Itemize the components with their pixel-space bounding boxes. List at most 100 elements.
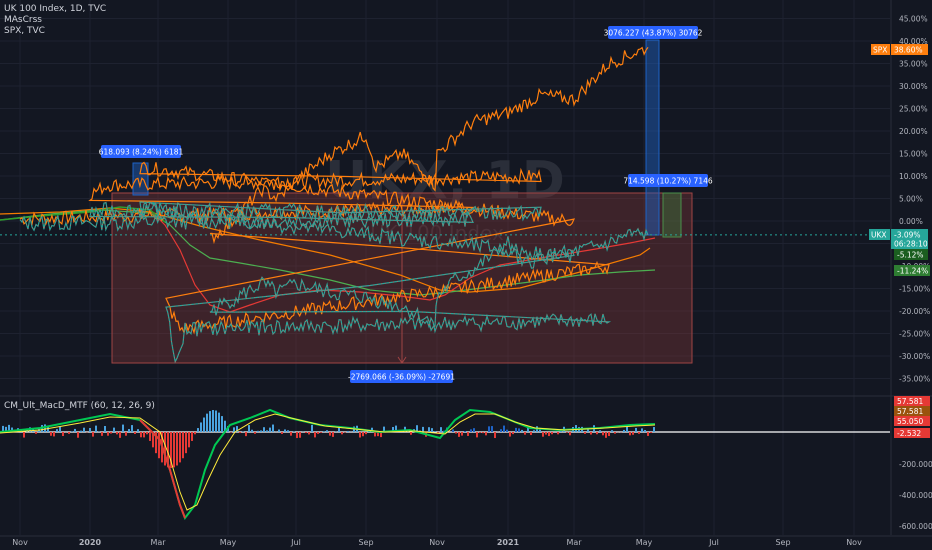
macd-histogram-bar: [320, 432, 322, 433]
macd-histogram-bar: [260, 430, 262, 432]
x-tick-label: Jul: [290, 538, 301, 547]
macd-histogram-bar: [548, 432, 550, 437]
macd-histogram-bar: [59, 426, 61, 432]
macd-histogram-bar: [248, 425, 250, 432]
price-tag-ma-1-bg: [894, 249, 928, 260]
macd-histogram-bar: [188, 432, 190, 448]
macd-value-tag-bg: [894, 428, 930, 438]
macd-value-tag-text: 57.581: [897, 397, 923, 406]
y-tick-label: 30.00%: [899, 82, 928, 91]
macd-histogram-bar: [113, 427, 115, 432]
macd-histogram-bar: [347, 430, 349, 432]
x-tick-label: May: [220, 538, 237, 547]
macd-histogram-bar: [611, 430, 613, 432]
y-tick-label: 0.00%: [899, 217, 923, 226]
macd-histogram-bar: [602, 432, 604, 436]
macd-histogram-bar: [590, 432, 592, 435]
price-tag-ukx-value-bg: [891, 229, 928, 249]
macd-histogram-bar: [515, 427, 517, 432]
macd-histogram-bar: [635, 427, 637, 432]
y-tick-label: 45.00%: [899, 15, 928, 24]
macd-value-tag-text: 55.050: [897, 417, 923, 426]
macd-histogram-bar: [488, 426, 490, 432]
macd-histogram-bar: [50, 432, 52, 436]
x-tick-label: 2020: [79, 538, 102, 547]
macd-histogram-bar: [62, 432, 64, 437]
measure-box-1: [132, 162, 149, 196]
macd-histogram-bar: [251, 429, 253, 432]
ma-red-line: [149, 209, 656, 313]
annotation-label-3-text: 714.598 (10.27%) 7146: [623, 177, 713, 186]
macd-value-tag: -2.532: [894, 428, 930, 438]
macd-histogram-bar: [35, 432, 37, 434]
macd-histogram-bar: [545, 432, 547, 435]
legend-main-title: UK 100 Index, 1D, TVC: [4, 4, 107, 14]
y-tick-label: 25.00%: [899, 105, 928, 114]
annotation-label-3-bg: [628, 174, 708, 187]
macd-histogram-bar: [374, 432, 376, 437]
macd-histogram-bar: [110, 432, 112, 434]
x-tick-label: Nov: [846, 538, 862, 547]
price-tag-ukx: UKX -3.09%06:28:10: [869, 229, 928, 249]
macd-value-tag-bg: [894, 396, 930, 406]
macd-histogram-bar: [269, 427, 271, 432]
macd-histogram-bar: [626, 426, 628, 432]
macd-histogram-bar: [632, 432, 634, 435]
macd-histogram-bar: [431, 428, 433, 432]
macd-histogram-bar: [428, 427, 430, 432]
annotation-label-4: -2769.066 (-36.09%) -27691: [348, 370, 455, 383]
macd-histogram-bar: [278, 429, 280, 432]
macd-histogram-bar: [485, 432, 487, 436]
macd-histogram-bar: [254, 432, 256, 434]
y-tick-label: -20.00%: [899, 307, 930, 316]
macd-histogram-bar: [605, 432, 607, 438]
macd-histogram-bar: [137, 429, 139, 432]
macd-histogram-bar: [512, 432, 514, 435]
macd-histogram-bar: [8, 424, 10, 432]
macd-histogram-bar: [464, 431, 466, 432]
macd-histogram-bar: [416, 425, 418, 432]
macd-histogram-bar: [236, 426, 238, 432]
price-tag-spx-symbol: SPX: [873, 46, 887, 55]
macd-histogram-bar: [530, 432, 532, 436]
y-tick-label: 35.00%: [899, 60, 928, 69]
macd-histogram-bar: [305, 432, 307, 434]
macd-histogram-bar: [182, 432, 184, 459]
macd-histogram-bar: [167, 432, 169, 468]
macd-histogram-bar: [383, 426, 385, 432]
macd-histogram-bar: [437, 432, 439, 433]
macd-histogram-bar: [74, 428, 76, 432]
y-tick-label: -15.00%: [899, 285, 930, 294]
macd-histogram-bar: [77, 432, 79, 438]
macd-histogram-bar: [452, 429, 454, 432]
macd-histogram-bar: [479, 432, 481, 433]
macd-histogram-bar: [146, 432, 148, 435]
price-tag-ukx-value: -3.09%: [894, 231, 921, 240]
macd-histogram-bar: [371, 427, 373, 432]
macd-legend: CM_Ult_MacD_MTF (60, 12, 26, 9): [4, 401, 155, 411]
macd-histogram-bar: [281, 432, 283, 434]
annotation-label-2-bg: [608, 26, 698, 39]
macd-histogram-bar: [263, 427, 265, 432]
annotation-label-2-text: 3076.227 (43.87%) 30762: [604, 29, 703, 38]
macd-histogram-bar: [242, 431, 244, 432]
macd-histogram-bar: [221, 416, 223, 432]
y-tick-label: 10.00%: [899, 172, 928, 181]
macd-line-down-segment: [139, 419, 186, 519]
macd-histogram-bar: [290, 432, 292, 436]
macd-histogram-bar: [131, 425, 133, 432]
series-ukx-line: [19, 201, 649, 364]
price-tag-ukx-symbol-bg: [869, 229, 890, 240]
macd-histogram-bar: [194, 432, 196, 435]
macd-histogram-bar: [326, 430, 328, 432]
macd-histogram-bar: [119, 432, 121, 438]
macd-histogram-bar: [608, 432, 610, 437]
macd-histogram-bar: [476, 432, 478, 438]
macd-histogram-bar: [503, 425, 505, 432]
macd-histogram-bar: [494, 432, 496, 439]
macd-histogram-bar: [569, 432, 571, 436]
macd-histogram-bar: [125, 432, 127, 436]
macd-histogram-bar: [518, 428, 520, 432]
macd-histogram-bar: [500, 429, 502, 432]
